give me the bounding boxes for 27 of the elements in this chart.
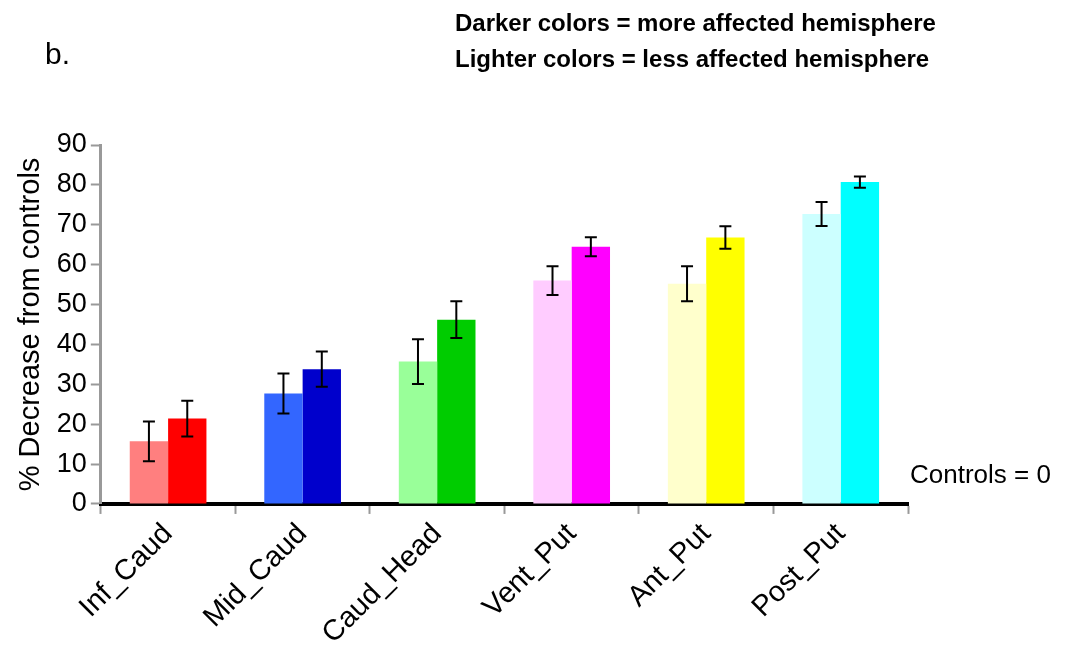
y-tick-label: 50 xyxy=(56,287,87,318)
y-tick-label: 70 xyxy=(56,208,87,239)
y-tick-label: 40 xyxy=(56,327,87,358)
bar xyxy=(706,237,745,504)
bar xyxy=(571,246,611,504)
text: b. xyxy=(45,37,71,71)
bar xyxy=(802,214,841,504)
bar xyxy=(264,393,303,504)
y-tick-label: 80 xyxy=(56,168,87,199)
text: Lighter colors = less affected hemisphere xyxy=(455,44,930,72)
y-tick-label: 30 xyxy=(56,367,87,398)
bar xyxy=(840,182,880,504)
bar xyxy=(533,280,572,504)
y-tick-label: 60 xyxy=(56,248,87,279)
bar xyxy=(168,418,207,504)
y-axis-title: % Decrease from controls xyxy=(13,157,46,492)
y-tick-label: 10 xyxy=(56,447,87,478)
y-tick-label: 90 xyxy=(56,128,87,159)
y-tick-label: 20 xyxy=(56,407,87,438)
bar xyxy=(437,319,476,504)
bar xyxy=(398,361,438,504)
bar xyxy=(129,441,169,504)
text: Controls = 0 xyxy=(910,459,1051,490)
text: Darker colors = more affected hemisphere xyxy=(455,8,936,36)
bar xyxy=(667,283,707,504)
bar xyxy=(302,369,341,504)
y-tick-label: 0 xyxy=(71,487,87,518)
